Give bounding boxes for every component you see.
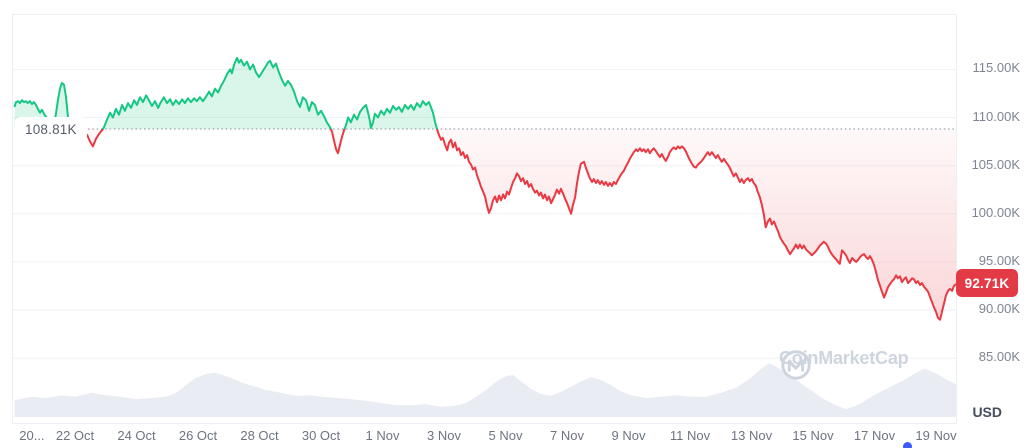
x-axis-tick-label: 9 Nov [611,428,646,443]
y-axis-tick-label: 100.00K [971,204,1020,220]
x-axis-tick-label: 22 Oct [55,428,95,443]
price-line-up [13,56,439,129]
x-axis-tick-label: 11 Nov [669,428,711,443]
x-axis-tick-label: 13 Nov [730,428,773,443]
x-axis-tick-label: 19 Nov [915,428,957,443]
coinmarketcap-logo-icon [781,350,811,380]
price-area-up [14,57,957,129]
x-axis-tick-label: 3 Nov [427,428,461,443]
x-axis-tick-label: 30 Oct [301,428,341,443]
price-area-down [14,129,957,320]
price-line-down [69,129,957,321]
y-axis-tick-label: 110.00K [972,108,1020,124]
y-axis-tick-label: 95.00K [978,252,1020,268]
y-axis-tick-label: 115.00K [972,60,1020,76]
x-axis-tick-label: 24 Oct [117,428,156,443]
x-axis-tick-label: 20... [19,428,45,443]
chart-canvas[interactable] [13,15,958,425]
y-axis-tick-label: 105.00K [971,156,1020,172]
x-axis-tick-label: 7 Nov [550,428,584,443]
y-axis: USD 115.00K 110.00K 105.00K 100.00K 95.00K 90… [958,0,1024,448]
x-axis-tick-label: 5 Nov [488,428,523,443]
watermark-text: CoinMarketCap [779,348,909,368]
x-axis: 20... 22 Oct 24 Oct 26 Oct 28 Oct 30 Oct 1 Nov… [0,426,1024,446]
x-axis-tick-label: 26 Oct [178,428,218,443]
y-axis-tick-label: 85.00K [978,349,1020,365]
x-axis-tick-label: 28 Oct [240,428,279,443]
y-axis-unit-label: USD [972,404,1002,420]
chart-panel[interactable]: 108.81K CoinMarketCap [12,14,957,424]
x-axis-tick-label: 17 Nov [853,428,896,443]
volume-area [14,363,957,417]
watermark: CoinMarketCap [779,348,909,380]
current-price-badge: 92.71K [956,269,1018,297]
y-axis-tick-label: 90.00K [978,301,1020,316]
baseline-price-label: 108.81K [15,117,87,142]
x-axis-tick-label: 15 Nov [792,428,834,443]
x-axis-tick-label: 1 Nov [365,428,400,443]
scrollbar-handle-dot[interactable] [903,442,912,448]
